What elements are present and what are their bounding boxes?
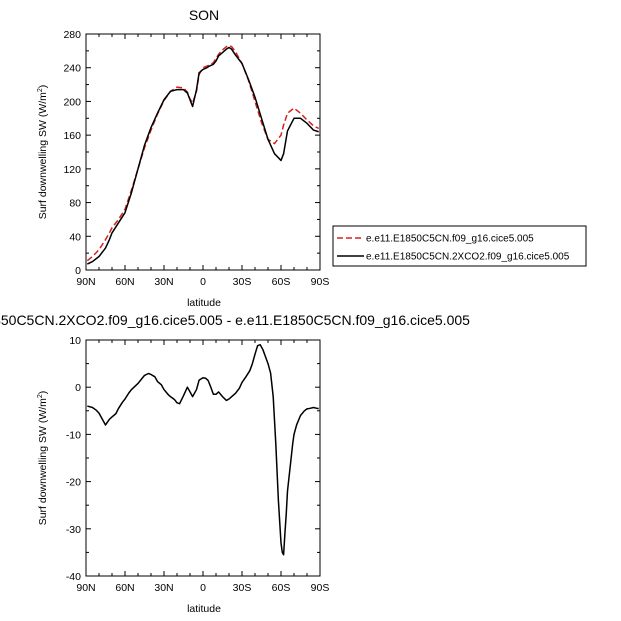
bottom-x-tick-label: 30N [154, 582, 173, 594]
bottom-x-tick-label: 0 [200, 582, 206, 594]
bottom-y-tick-label: -10 [66, 429, 81, 441]
top-y-tick-label: 240 [63, 63, 81, 75]
top-x-tick-label: 30S [233, 276, 252, 288]
bottom-y-tick-label: -30 [66, 524, 81, 536]
bottom-plot-area [87, 343, 319, 556]
bottom-plot-title: e.e11.E1850C5CN.2XCO2.f09_g16.cice5.005 … [0, 312, 470, 328]
bottom-y-tick-label: 10 [69, 335, 81, 347]
top-series-line-1 [86, 46, 319, 265]
top-y-tick-label: 200 [63, 96, 81, 108]
bottom-axis-ticks: 90N 60N 30N 0 30S 60S 90S -40 -30 -20 -10 0 10 [66, 335, 330, 594]
bottom-x-tick-label: 90N [76, 582, 95, 594]
top-y-axis-title: Surf downwelling SW (W/m2) [37, 85, 49, 220]
bottom-x-axis-title: latitude [187, 603, 221, 615]
top-x-tick-label: 60S [272, 276, 291, 288]
top-x-tick-label: 90S [311, 276, 330, 288]
top-y-tick-label: 0 [75, 265, 81, 277]
top-series-line-0 [86, 45, 320, 262]
bottom-y-axis-title: Surf downwelling SW (W/m2) [37, 391, 49, 526]
legend-label-0: e.e11.E1850C5CN.f09_g16.cice5.005 [366, 234, 534, 245]
top-x-tick-label: 30N [154, 276, 173, 288]
top-axis-ticks: 90N 60N 30N 0 30S 60S 90S 0 40 80 120 160 200 240 280 [63, 29, 329, 288]
top-plot-title: SON [189, 7, 219, 23]
legend: e.e11.E1850C5CN.f09_g16.cice5.005 e.e11.E… [332, 225, 587, 267]
bottom-series-line-0 [87, 343, 319, 556]
bottom-x-tick-label: 60N [115, 582, 134, 594]
bottom-x-tick-label: 60S [272, 582, 291, 594]
bottom-y-tick-label: -40 [66, 571, 81, 583]
bottom-panel: e.e11.E1850C5CN.2XCO2.f09_g16.cice5.005 … [0, 312, 470, 615]
top-x-tick-label: 0 [200, 276, 206, 288]
top-y-tick-label: 160 [63, 130, 81, 142]
top-y-tick-label: 80 [69, 198, 81, 210]
top-x-tick-label: 90N [76, 276, 95, 288]
top-plot-area [86, 45, 320, 265]
top-y-tick-label: 280 [63, 29, 81, 41]
top-panel: SON 90N 60N 30N 0 30S 60S 90S 0 40 80 120 160 200 240… [37, 7, 587, 309]
top-x-axis-title: latitude [187, 297, 221, 309]
legend-label-1: e.e11.E1850C5CN.2XCO2.f09_g16.cice5.005 [366, 252, 570, 263]
top-y-tick-label: 120 [63, 164, 81, 176]
bottom-y-tick-label: -20 [66, 477, 81, 489]
bottom-x-tick-label: 90S [311, 582, 330, 594]
top-x-tick-label: 60N [115, 276, 134, 288]
top-y-tick-label: 40 [69, 231, 81, 243]
legend-box [332, 225, 587, 267]
bottom-x-tick-label: 30S [233, 582, 252, 594]
bottom-y-tick-label: 0 [75, 382, 81, 394]
